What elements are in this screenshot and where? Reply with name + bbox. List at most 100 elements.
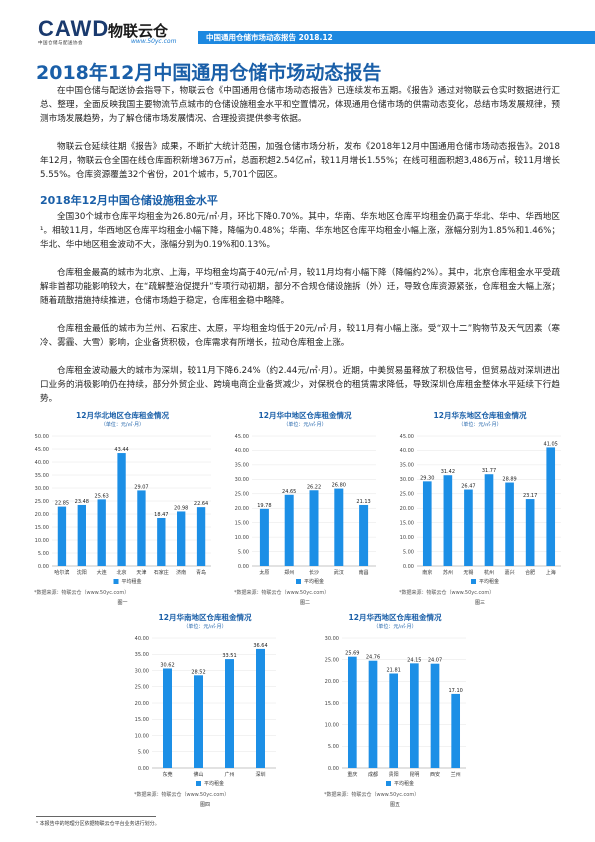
y-tick-label: 40.00 bbox=[400, 448, 414, 454]
y-tick-label: 40.00 bbox=[135, 636, 149, 642]
x-tick-label: 郑州 bbox=[284, 569, 294, 576]
y-tick-label: 35.00 bbox=[35, 473, 49, 479]
x-tick-label: 济南 bbox=[176, 569, 186, 576]
legend-label: 平均租金 bbox=[479, 578, 499, 585]
bar bbox=[117, 453, 126, 566]
body-paragraph-4: 仓库租金波动最大的城市为深圳，较11月下降6.24%（约2.44元/㎡·月）。近… bbox=[40, 366, 560, 405]
bar bbox=[505, 482, 514, 566]
intro-paragraph-2: 物联云仓延续往期《报告》成果，不断扩大统计范围，加强仓储市场分析，发布《2018… bbox=[40, 142, 560, 181]
legend-swatch bbox=[113, 579, 119, 584]
chart-title: 12月华南地区仓库租金情况 bbox=[158, 613, 252, 622]
body-paragraph-3: 仓库租金最低的城市为兰州、石家庄、太原，平均租金均低于20元/㎡·月，较11月有… bbox=[40, 324, 560, 349]
report-tag-bar: 中国通用仓储市场动态报告 2018.12 bbox=[198, 31, 595, 44]
x-tick-label: 北京 bbox=[117, 569, 127, 576]
data-label: 20.98 bbox=[174, 505, 188, 511]
data-label: 25.69 bbox=[345, 651, 359, 657]
bar bbox=[484, 474, 494, 566]
bar bbox=[284, 494, 294, 566]
bar bbox=[194, 675, 203, 768]
data-label: 26.80 bbox=[332, 483, 346, 489]
y-tick-label: 20.00 bbox=[235, 506, 249, 512]
x-tick-label: 苏州 bbox=[443, 569, 453, 576]
chart-unit: （单位：元/㎡·月） bbox=[373, 624, 417, 630]
y-tick-label: 10.00 bbox=[235, 535, 249, 541]
chart-svg: 0.00 5.00 10.00 15.00 20.00 25.00 30.00 35.00 40… bbox=[134, 636, 276, 808]
y-tick-label: 5.00 bbox=[328, 744, 339, 750]
x-tick-label: 大连 bbox=[97, 569, 107, 576]
y-tick-label: 5.00 bbox=[38, 551, 49, 557]
chart-west-china: 12月华西地区仓库租金情况 （单位：元/㎡·月） 0.00 5.00 10.00 15.0… bbox=[320, 612, 470, 812]
legend-label: 平均租金 bbox=[304, 578, 324, 585]
y-tick-label: 45.00 bbox=[235, 434, 249, 440]
chart-central-china: 12月华中地区仓库租金情况 （单位：元/㎡·月） 0.00 5.00 10.00 15.0… bbox=[230, 410, 380, 610]
bar bbox=[163, 668, 172, 768]
data-label: 21.13 bbox=[356, 499, 370, 505]
bar bbox=[196, 507, 206, 566]
chart-svg: 0.00 5.00 10.00 15.00 20.00 25.00 30.00 25.69 重庆… bbox=[324, 636, 466, 808]
data-label: 36.64 bbox=[253, 643, 267, 649]
bar bbox=[443, 475, 453, 566]
chart-source: *数据来源：物联云仓（www.50yc.com） bbox=[34, 589, 129, 596]
y-tick-label: 35.00 bbox=[135, 652, 149, 658]
x-tick-label: 无锡 bbox=[463, 569, 473, 576]
legend-swatch bbox=[471, 579, 476, 584]
y-tick-label: 5.00 bbox=[238, 549, 249, 555]
section-heading: 2018年12月中国仓储设施租金水平 bbox=[40, 194, 218, 207]
bar bbox=[256, 648, 265, 768]
data-label: 28.52 bbox=[191, 669, 205, 675]
legend-label: 平均租金 bbox=[394, 780, 414, 787]
chart-unit: （单位：元/㎡·月） bbox=[458, 422, 502, 428]
y-tick-label: 10.00 bbox=[35, 538, 49, 544]
x-tick-label: 佛山 bbox=[193, 771, 203, 778]
bar bbox=[137, 490, 146, 566]
partner-url: www.50yc.com bbox=[131, 38, 177, 45]
y-tick-label: 50.00 bbox=[35, 434, 49, 440]
chart-unit: （单位：元/㎡·月） bbox=[183, 624, 227, 630]
bar bbox=[177, 511, 186, 566]
bar bbox=[359, 504, 369, 566]
chart-title: 12月华中地区仓库租金情况 bbox=[258, 411, 352, 420]
chart-east-china: 12月华东地区仓库租金情况 （单位：元/㎡·月） 0.00 5.00 10.00 15.0… bbox=[395, 410, 565, 610]
cawd-logo-subtitle: 中国仓储与配送协会 bbox=[38, 41, 83, 46]
y-tick-label: 30.00 bbox=[325, 636, 339, 642]
data-label: 33.51 bbox=[222, 653, 236, 659]
y-tick-label: 25.00 bbox=[135, 685, 149, 691]
y-tick-label: 10.00 bbox=[325, 722, 339, 728]
page-title: 2018年12月中国通用仓储市场动态报告 bbox=[36, 62, 382, 84]
chart-unit: （单位：元/㎡·月） bbox=[100, 422, 145, 428]
legend-swatch bbox=[296, 579, 301, 584]
x-tick-label: 贵阳 bbox=[389, 771, 399, 778]
chart-svg: 0.00 5.00 10.00 15.00 20.00 25.00 30.00 35.00 40… bbox=[399, 434, 561, 606]
x-tick-label: 南昌 bbox=[359, 569, 369, 576]
x-tick-label: 南京 bbox=[422, 569, 432, 576]
x-tick-label: 兰州 bbox=[451, 771, 461, 778]
data-label: 28.89 bbox=[502, 477, 516, 483]
y-tick-label: 20.00 bbox=[325, 679, 339, 685]
y-tick-label: 0.00 bbox=[403, 564, 414, 570]
chart-title: 12月华东地区仓库租金情况 bbox=[433, 411, 527, 420]
chart-source: *数据来源：物联云仓（www.50yc.com） bbox=[324, 791, 419, 798]
x-tick-label: 昆明 bbox=[409, 772, 419, 778]
y-tick-label: 15.00 bbox=[135, 717, 149, 723]
y-tick-label: 30.00 bbox=[400, 477, 414, 483]
chart-source: *数据来源：物联云仓（www.50yc.com） bbox=[234, 589, 329, 596]
chart-source: *数据来源：物联云仓（www.50yc.com） bbox=[399, 589, 494, 596]
y-tick-label: 45.00 bbox=[35, 447, 49, 453]
y-tick-label: 25.00 bbox=[35, 499, 49, 505]
chart-svg: 0.00 5.00 10.00 15.00 20.00 25.00 30.00 35.00 40… bbox=[34, 434, 211, 606]
figure-caption: 图五 bbox=[390, 802, 400, 808]
data-label: 19.78 bbox=[257, 503, 271, 509]
y-tick-label: 0.00 bbox=[238, 564, 249, 570]
figure-caption: 图二 bbox=[300, 600, 310, 606]
bar bbox=[451, 693, 461, 768]
bar bbox=[430, 663, 440, 768]
x-tick-label: 嘉兴 bbox=[505, 569, 515, 576]
x-tick-label: 广州 bbox=[224, 771, 234, 778]
y-tick-label: 30.00 bbox=[235, 477, 249, 483]
x-tick-label: 深圳 bbox=[255, 771, 265, 778]
y-tick-label: 5.00 bbox=[138, 750, 149, 756]
chart-title: 12月华西地区仓库租金情况 bbox=[348, 613, 442, 622]
report-tag: 中国通用仓储市场动态报告 2018.12 bbox=[206, 33, 333, 42]
data-label: 24.65 bbox=[282, 489, 296, 495]
bar bbox=[225, 659, 234, 768]
